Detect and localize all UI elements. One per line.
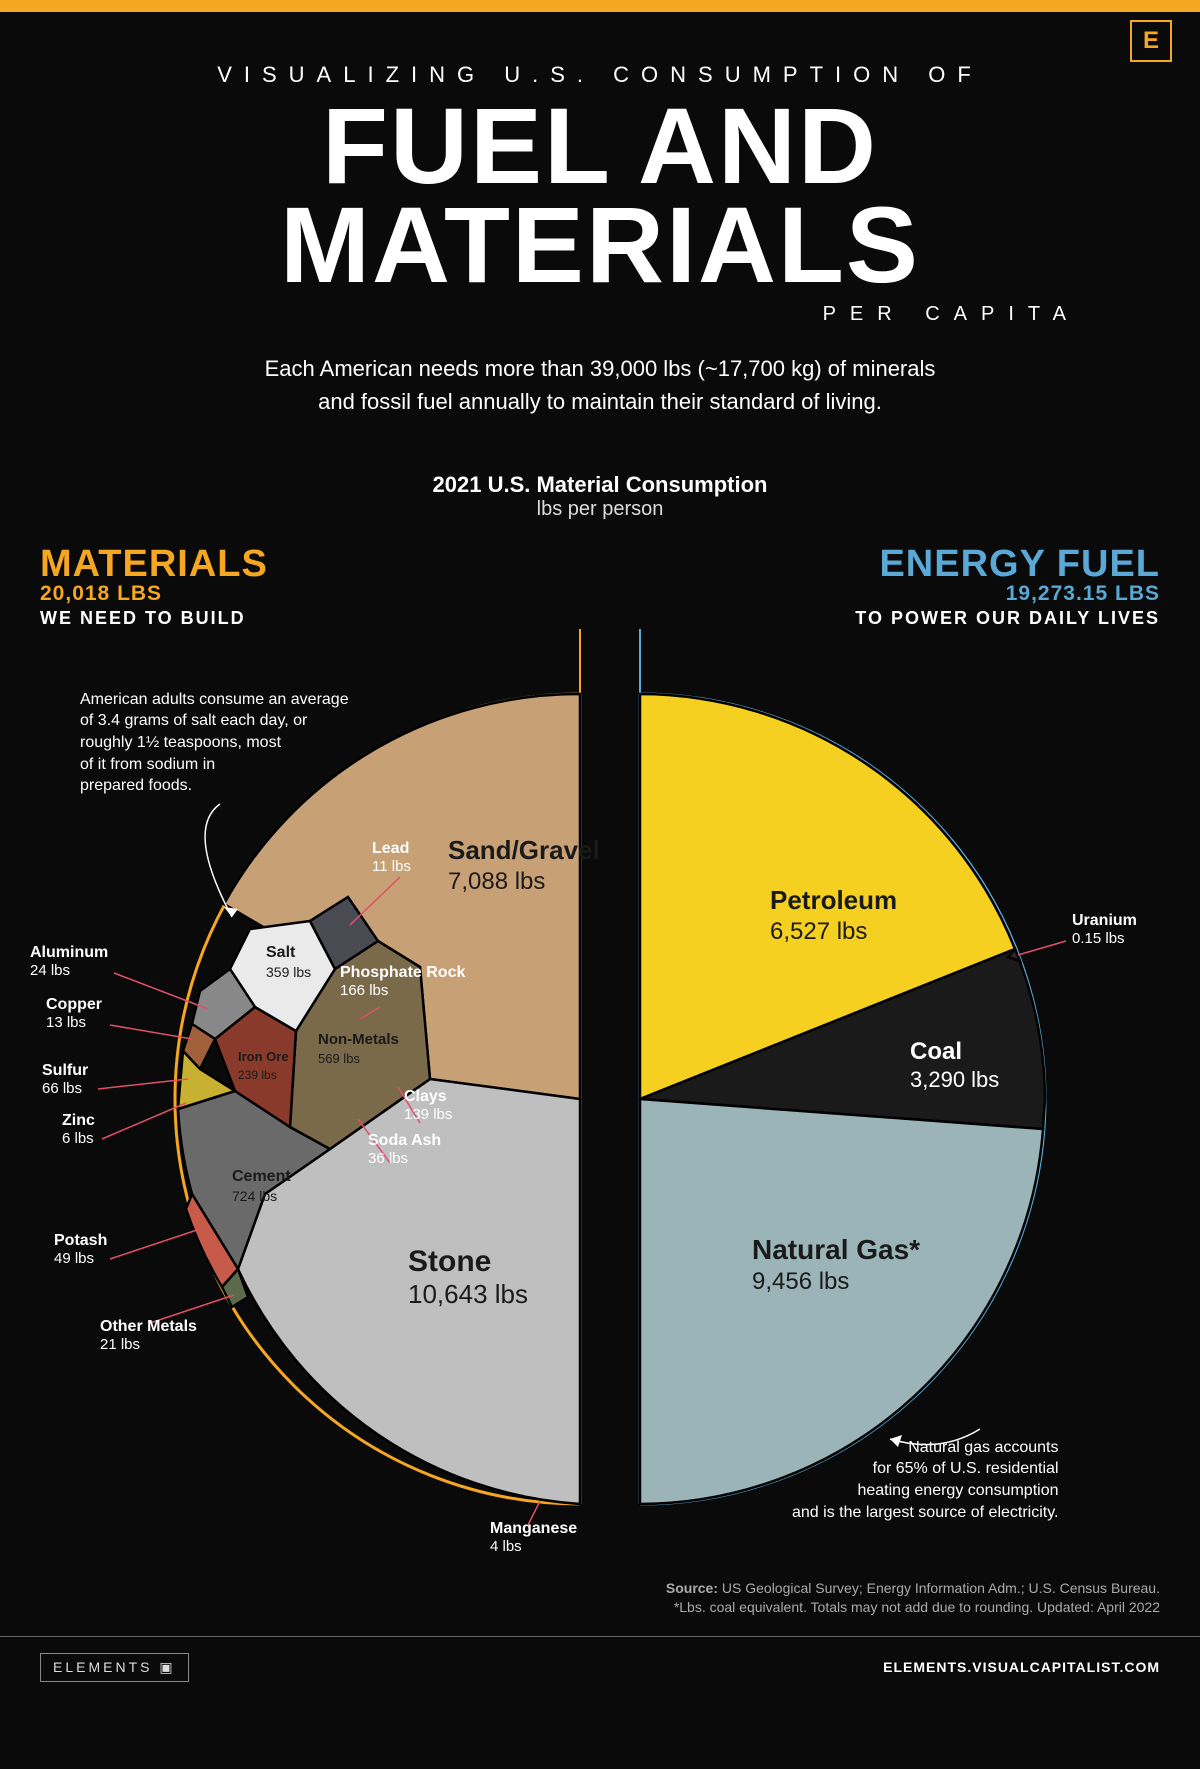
svg-text:Petroleum: Petroleum [770,885,897,915]
footer-notes: Source: Source: US Geological Survey; En… [0,1569,1200,1636]
svg-text:569 lbs: 569 lbs [318,1051,360,1066]
svg-text:66 lbs: 66 lbs [42,1080,82,1097]
svg-text:49 lbs: 49 lbs [54,1250,94,1267]
svg-text:4 lbs: 4 lbs [490,1538,522,1555]
header: VISUALIZING U.S. CONSUMPTION OF FUEL AND… [0,12,1200,448]
svg-text:36 lbs: 36 lbs [368,1150,408,1167]
energy-tag: TO POWER OUR DAILY LIVES [620,608,1160,629]
footer-bar: ELEMENTS ▣ ELEMENTS.VISUALCAPITALIST.COM [0,1636,1200,1710]
section-headers: MATERIALS 20,018 LBS WE NEED TO BUILD EN… [0,521,1200,629]
svg-text:0.15 lbs: 0.15 lbs [1072,930,1125,947]
svg-text:139 lbs: 139 lbs [404,1106,452,1123]
svg-text:Sand/Gravel: Sand/Gravel [448,835,600,865]
main-title: FUEL AND MATERIALS [80,96,1120,295]
brand-badge: E [1130,20,1172,62]
energy-heading: ENERGY FUEL [620,543,1160,586]
salt-annotation: American adults consume an averageof 3.4… [80,689,349,797]
svg-text:6 lbs: 6 lbs [62,1130,94,1147]
svg-text:Manganese: Manganese [490,1520,577,1537]
chart-title: 2021 U.S. Material Consumption lbs per p… [0,472,1200,521]
svg-text:Clays: Clays [404,1088,447,1105]
svg-text:Natural Gas*: Natural Gas* [752,1234,920,1265]
svg-text:Soda Ash: Soda Ash [368,1132,441,1149]
svg-text:Coal: Coal [910,1038,962,1065]
svg-text:Phosphate Rock: Phosphate Rock [340,964,465,981]
svg-text:Non-Metals: Non-Metals [318,1031,399,1048]
svg-text:Stone: Stone [408,1245,491,1278]
svg-text:Lead: Lead [372,840,409,857]
materials-lbs: 20,018 LBS [40,582,580,606]
svg-text:Zinc: Zinc [62,1112,95,1129]
gas-annotation: Natural gas accountsfor 65% of U.S. resi… [792,1437,1059,1523]
svg-text:21 lbs: 21 lbs [100,1336,140,1353]
svg-text:Potash: Potash [54,1232,107,1249]
svg-text:166 lbs: 166 lbs [340,982,388,999]
svg-text:9,456 lbs: 9,456 lbs [752,1268,849,1295]
elements-logo: ELEMENTS ▣ [40,1653,189,1682]
materials-tag: WE NEED TO BUILD [40,608,580,629]
svg-text:239 lbs: 239 lbs [238,1068,277,1082]
svg-text:Aluminum: Aluminum [30,944,108,961]
chart-area: Sand/Gravel 7,088 lbs Stone10,643 lbs Cemen… [0,629,1200,1569]
svg-text:Cement: Cement [232,1168,291,1185]
svg-text:Other Metals: Other Metals [100,1318,197,1335]
svg-text:Sulfur: Sulfur [42,1062,88,1079]
svg-text:Salt: Salt [266,944,296,961]
per-capita: PER CAPITA [80,303,1120,326]
svg-text:7,088 lbs: 7,088 lbs [448,868,545,895]
svg-text:6,527 lbs: 6,527 lbs [770,918,867,945]
svg-text:10,643 lbs: 10,643 lbs [408,1279,528,1309]
intro-text: Each American needs more than 39,000 lbs… [80,352,1120,418]
svg-text:13 lbs: 13 lbs [46,1014,86,1031]
svg-text:Iron Ore: Iron Ore [238,1049,289,1064]
svg-text:Uranium: Uranium [1072,912,1137,929]
svg-text:Copper: Copper [46,996,102,1013]
svg-text:359 lbs: 359 lbs [266,964,311,980]
materials-heading: MATERIALS [40,543,580,586]
svg-text:3,290 lbs: 3,290 lbs [910,1067,999,1092]
svg-text:24 lbs: 24 lbs [30,962,70,979]
svg-text:11 lbs: 11 lbs [372,858,411,875]
source-url: ELEMENTS.VISUALCAPITALIST.COM [883,1659,1160,1675]
top-accent-bar [0,0,1200,12]
svg-text:724 lbs: 724 lbs [232,1188,277,1204]
